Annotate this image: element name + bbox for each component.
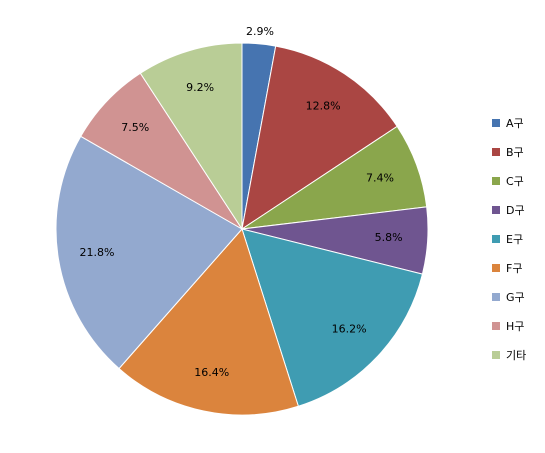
pie-slice-9 xyxy=(139,42,243,231)
legend-item-1: A구 xyxy=(492,108,544,137)
legend-label: G구 xyxy=(506,290,525,304)
legend-label: B구 xyxy=(506,145,524,159)
legend-swatch xyxy=(492,147,500,156)
data-label-1: 2.9% xyxy=(246,25,274,38)
legend-swatch xyxy=(492,176,500,185)
data-label-6: 16.4% xyxy=(194,366,229,379)
legend-label: E구 xyxy=(506,232,524,246)
pie-slice-5 xyxy=(241,228,424,407)
legend-item-3: C구 xyxy=(492,166,544,195)
legend-item-7: G구 xyxy=(492,282,544,311)
legend-label: C구 xyxy=(506,174,524,188)
data-label-5: 16.2% xyxy=(332,323,367,336)
legend-swatch xyxy=(492,118,500,127)
legend-label: F구 xyxy=(506,261,523,275)
legend-item-9: 기타 xyxy=(492,340,544,369)
legend-swatch xyxy=(492,292,500,301)
pie-slice-2 xyxy=(241,45,398,231)
pie-slice-7 xyxy=(55,135,243,370)
legend-item-4: D구 xyxy=(492,195,544,224)
pie-slices xyxy=(55,42,429,416)
data-label-9: 9.2% xyxy=(186,81,214,94)
legend-item-6: F구 xyxy=(492,253,544,282)
data-label-2: 12.8% xyxy=(306,99,341,112)
legend-label: H구 xyxy=(506,319,525,333)
data-label-4: 5.8% xyxy=(375,231,403,244)
pie-slice-6 xyxy=(118,228,299,416)
legend-item-5: E구 xyxy=(492,224,544,253)
legend-swatch xyxy=(492,234,500,243)
data-label-8: 7.5% xyxy=(121,121,149,134)
pie-data-labels: 2.9% 12.8% 7.4% 5.8% 16.2% 16.4% 21.8% 7.5% 9.2% xyxy=(80,25,403,379)
legend-item-8: H구 xyxy=(492,311,544,340)
legend-swatch xyxy=(492,350,500,359)
legend-swatch xyxy=(492,205,500,214)
legend-label: 기타 xyxy=(506,348,527,362)
legend-item-2: B구 xyxy=(492,137,544,166)
legend-label: D구 xyxy=(506,203,525,217)
legend-swatch xyxy=(492,321,500,330)
data-label-7: 21.8% xyxy=(80,246,115,259)
legend-swatch xyxy=(492,263,500,272)
legend-label: A구 xyxy=(506,116,524,130)
data-label-3: 7.4% xyxy=(366,171,394,184)
